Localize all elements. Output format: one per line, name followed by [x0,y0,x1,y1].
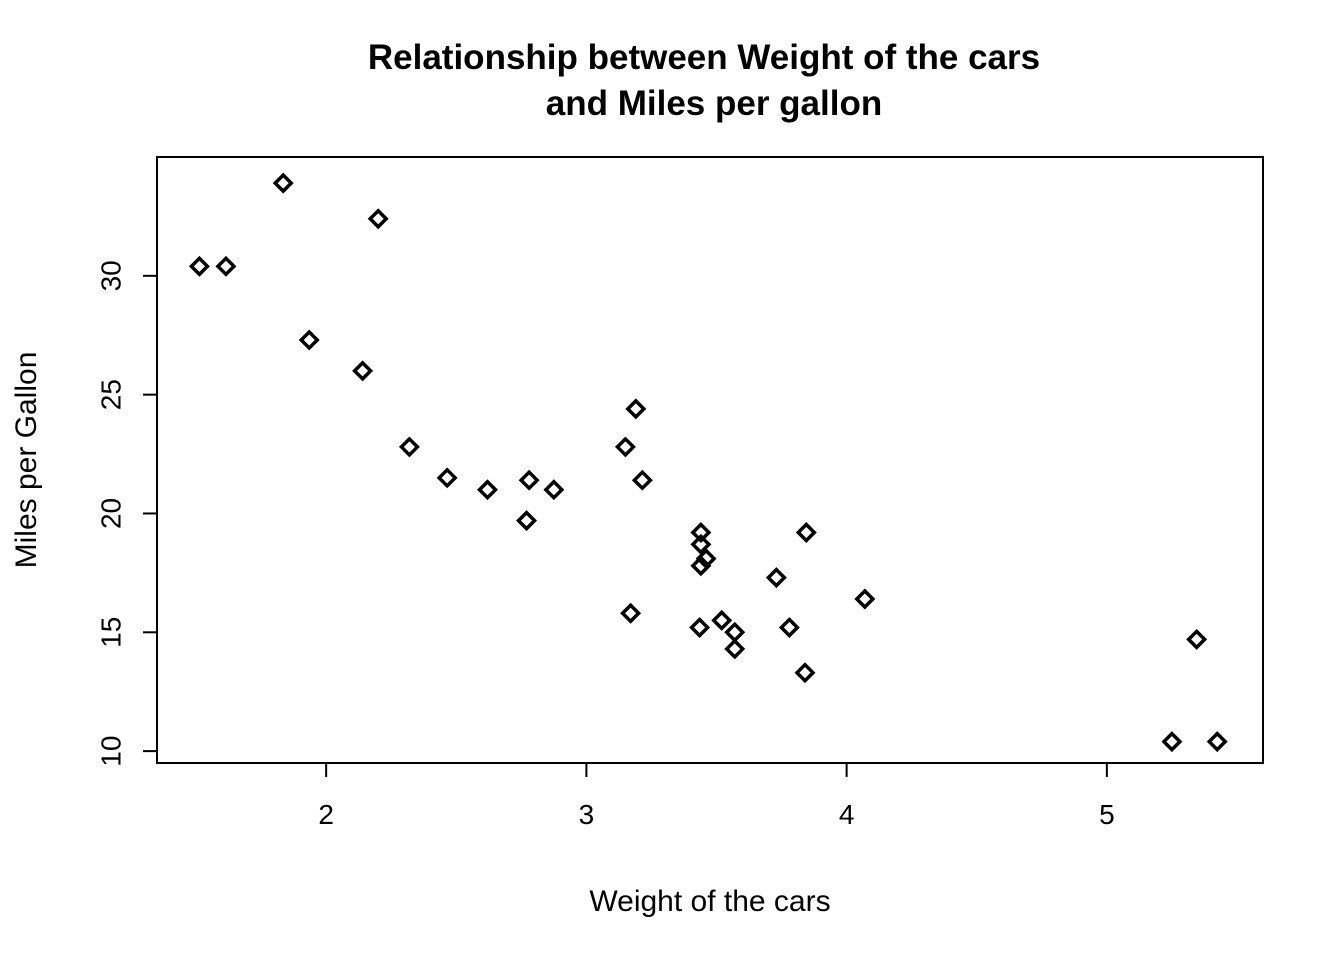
y-tick-label: 30 [96,260,127,291]
data-point [689,617,711,639]
data-point [614,436,636,458]
plot-area-frame [156,156,1264,764]
y-tick-label: 10 [96,736,127,767]
y-tick-label: 20 [96,498,127,529]
x-tick-label: 4 [839,799,855,830]
data-point [711,609,733,631]
data-point [724,638,746,660]
data-point [690,533,712,555]
chart-title-line1: Relationship between Weight of the cars [368,38,1040,77]
data-point [778,617,800,639]
data-point [436,467,458,489]
x-axis-label: Weight of the cars [589,885,830,918]
x-tick-label: 5 [1099,799,1115,830]
data-point [516,510,538,532]
data-point [272,172,294,194]
data-point [690,555,712,577]
data-point [398,436,420,458]
data-point [518,469,540,491]
data-point [724,621,746,643]
y-tick-label: 15 [96,617,127,648]
x-axis: 2 3 4 5 [318,762,1115,830]
data-point [188,255,210,277]
data-point [794,662,816,684]
data-point [367,208,389,230]
data-point [215,255,237,277]
data-point [477,479,498,501]
data-point [690,522,712,543]
data-points [188,172,1228,753]
x-tick-label: 2 [318,799,334,830]
y-tick-label: 25 [96,379,127,410]
data-point [1186,628,1208,650]
data-point [1206,731,1228,753]
data-point [620,602,642,624]
data-point [625,398,647,420]
data-point [795,522,817,543]
y-axis: 10 15 20 25 30 [96,260,158,767]
data-point [854,588,876,610]
data-point [543,479,565,501]
y-axis-label: Miles per Gallon [10,352,43,569]
x-tick-label: 3 [579,799,595,830]
data-point [1161,731,1183,753]
data-point [298,329,320,351]
data-point [352,360,374,382]
data-point [631,469,653,491]
chart-title-line2: and Miles per gallon [546,84,882,123]
data-point [765,567,787,589]
